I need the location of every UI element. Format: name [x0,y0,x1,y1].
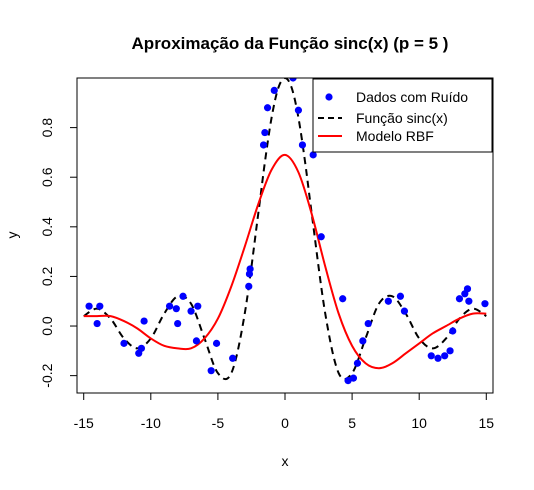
data-point [465,297,473,305]
data-point [463,285,472,293]
data-point [187,307,195,315]
sinc-function-line [83,78,487,381]
data-point [339,295,347,303]
data-point [294,106,303,114]
data-point [229,354,237,362]
y-tick-label: 0.2 [39,266,55,286]
data-point [441,352,449,360]
y-axis: -0.2 0.0 0.2 0.4 0.6 0.8 [39,118,78,388]
data-point [359,337,367,345]
data-point [120,339,128,347]
plot-data [83,78,489,385]
x-tick-label: -10 [141,415,161,431]
data-point [261,128,269,137]
data-point [289,78,297,82]
legend-label-rbf: Modelo RBF [356,128,434,144]
data-point [179,292,187,300]
data-point [455,295,464,303]
data-point [263,104,272,112]
x-axis: -15 -10 -5 0 5 10 15 [74,392,495,431]
data-point [349,374,358,382]
data-point [270,86,278,94]
data-point [212,339,221,347]
y-tick-label: 0.4 [39,217,55,237]
data-point [259,141,268,149]
x-axis-label: x [282,453,289,469]
data-point [434,354,442,362]
data-point [353,359,362,367]
rbf-model-line [83,153,487,370]
x-tick-label: 0 [281,415,289,431]
data-point [207,367,215,375]
y-tick-label: 0.6 [39,167,55,187]
data-point [309,151,317,159]
data-point [192,337,201,345]
chart-title: Aproximação da Função sinc(x) (p = 5 ) [132,34,449,53]
data-point [245,282,253,290]
x-tick-label: -15 [74,415,94,431]
data-point [449,327,457,335]
y-axis-label: y [4,232,20,239]
legend-label-points: Dados com Ruído [356,89,468,105]
legend-label-sinc: Função sinc(x) [356,110,448,126]
y-tick-label: 0.0 [39,316,55,336]
data-point [85,302,93,310]
x-tick-label: 10 [411,415,427,431]
data-point [481,300,489,308]
x-tick-label: 15 [479,415,495,431]
legend-box [312,78,493,153]
data-point [317,233,325,241]
y-tick-label: -0.2 [39,363,55,387]
data-point [246,265,254,273]
data-point [384,297,392,305]
data-point [194,302,202,310]
y-tick-label: 0.8 [39,118,55,138]
data-point [427,352,435,360]
legend-points-symbol [325,93,333,101]
data-point [446,347,454,355]
data-point [174,319,182,328]
data-point [140,317,148,325]
data-point [298,141,307,149]
data-point [93,319,101,328]
data-point [364,319,372,328]
x-tick-label: -5 [212,415,225,431]
data-point [396,292,405,300]
data-point [96,302,104,310]
data-point [137,344,146,352]
data-point [165,302,174,310]
data-point [344,377,352,385]
data-point [172,305,180,313]
x-tick-label: 5 [348,415,356,431]
legend: Dados com Ruído Função sinc(x) Modelo RB… [312,78,493,153]
data-point [400,307,409,315]
